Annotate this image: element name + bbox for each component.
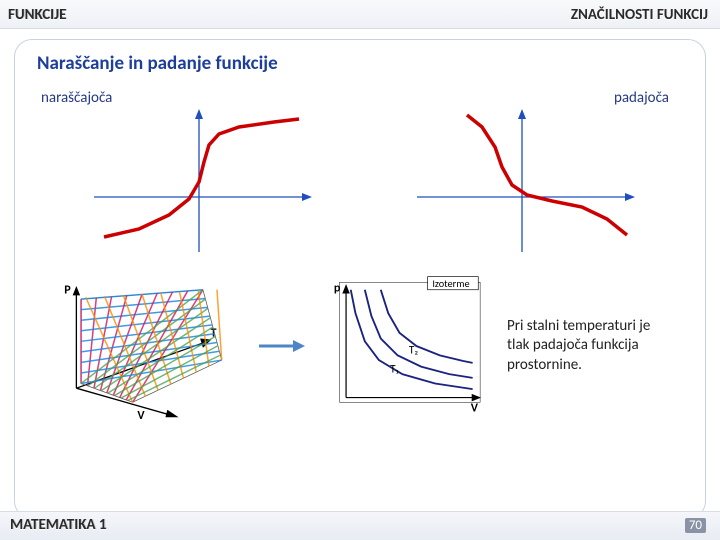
svg-text:T₁: T₁ — [390, 362, 398, 376]
isotherm-2d-chart: Izoterme p V T₂ T₁ — [317, 271, 497, 421]
arrow-icon — [257, 336, 307, 356]
increasing-label: naraščajoča — [41, 89, 360, 107]
page-number: 70 — [685, 518, 706, 533]
header-bar: FUNKCIJE ZNAČILNOSTI FUNKCIJ — [0, 0, 720, 29]
decreasing-label: padajoča — [360, 89, 669, 107]
header-right: ZNAČILNOSTI FUNKCIJ — [571, 6, 708, 24]
svg-text:P: P — [64, 283, 71, 298]
increasing-chart — [84, 107, 314, 257]
isotherm-3d-chart: PTV — [37, 271, 247, 421]
svg-text:V: V — [471, 401, 479, 416]
decreasing-col: padajoča — [360, 83, 683, 257]
explanation-text: Pri stalni temperaturi je tlak padajoča … — [507, 317, 657, 376]
footer-left: MATEMATIKA 1 — [10, 516, 107, 534]
svg-text:Izoterme: Izoterme — [432, 277, 469, 290]
svg-text:T₂: T₂ — [409, 344, 418, 358]
svg-text:p: p — [334, 281, 341, 296]
section-title: Naraščanje in padanje funkcije — [37, 52, 683, 75]
isotherm-row: PTV Izoterme p V T₂ T₁ Pri stalni temperatur… — [37, 271, 683, 421]
increasing-col: naraščajoča — [37, 83, 360, 257]
svg-text:V: V — [137, 408, 145, 421]
footer-bar: MATEMATIKA 1 70 — [0, 511, 720, 540]
decreasing-chart — [407, 107, 637, 257]
charts-row: naraščajoča padajoča — [37, 83, 683, 257]
header-left: FUNKCIJE — [8, 6, 66, 24]
content-frame: Naraščanje in padanje funkcije naraščajo… — [14, 39, 706, 519]
